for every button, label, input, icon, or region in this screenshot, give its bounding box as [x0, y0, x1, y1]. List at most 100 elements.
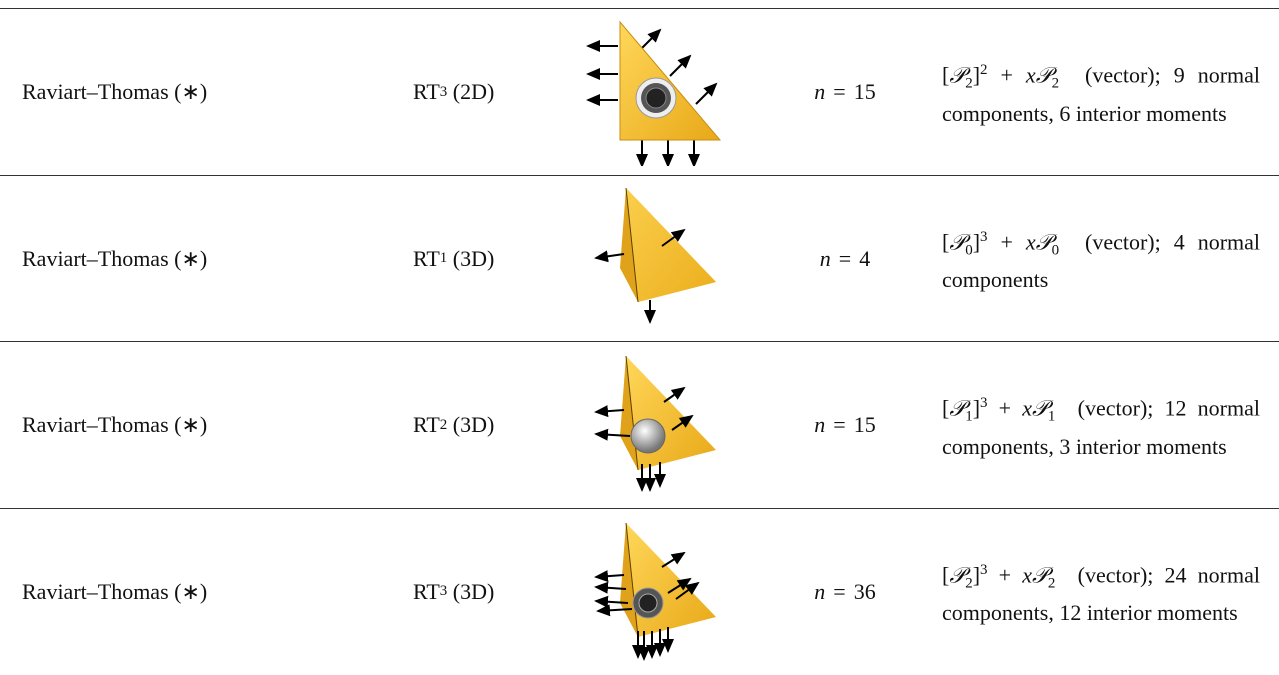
notation-cell: RT 3 (3D) [413, 509, 494, 675]
figure-shape [630, 418, 666, 454]
dofs-value: 36 [853, 578, 876, 604]
dofs-var: n [814, 79, 826, 104]
dofs-rel: = [833, 79, 846, 104]
space-close: ] [972, 561, 981, 587]
space-plus: + [998, 395, 1012, 421]
notation-dim: (3D) [452, 578, 495, 604]
element-figure [594, 522, 716, 661]
description-text: (vector); 12 normal components, 3 interi… [942, 395, 1260, 459]
dofs-value: 4 [859, 245, 871, 271]
element-figure [594, 355, 716, 492]
space-sub2: 0 [1051, 242, 1060, 259]
space-open: [ [942, 395, 950, 421]
table-row: Raviart–Thomas (∗) RT 1 (3D) n = 4 [𝒫0]3 + x𝒫0… [0, 174, 1279, 342]
figure-shape [594, 228, 686, 324]
space-sub: 0 [965, 242, 973, 259]
notation-sub: 2 [439, 416, 448, 433]
space-close: ] [972, 62, 981, 88]
element-cell: Raviart–Thomas (∗) [22, 9, 207, 175]
element-name: Raviart–Thomas (∗) [22, 79, 208, 104]
space-sub2: 2 [1047, 575, 1056, 592]
space-poly2: 𝒫 [1035, 228, 1052, 254]
notation-base: RT [413, 578, 440, 604]
notation-sub: 1 [439, 250, 448, 266]
space-power: 3 [980, 228, 988, 245]
notation-sub: 3 [439, 83, 448, 100]
figure-shape [667, 577, 692, 594]
dofs-rel: = [838, 245, 852, 271]
table-row: Raviart–Thomas (∗) RT 3 (3D) n = 36 [𝒫2]3 + x𝒫… [0, 507, 1279, 675]
figure-shape [638, 593, 658, 613]
space-x: x [1025, 62, 1036, 88]
figure-shape [594, 551, 700, 661]
table-row: Raviart–Thomas (∗) RT 3 (2D) n = 15 [𝒫2]2 + x𝒫… [0, 8, 1279, 175]
space-open: [ [942, 561, 950, 587]
description: [𝒫2]3 + x𝒫2 (vector); 24 normal componen… [942, 555, 1260, 629]
dofs-var: n [819, 245, 831, 271]
figure-shape [626, 188, 716, 302]
figure-shape [675, 581, 700, 600]
figure-shape [594, 570, 625, 583]
element-cell: Raviart–Thomas (∗) [22, 342, 207, 508]
notation-base: RT [413, 245, 440, 271]
figure-shape [594, 386, 694, 492]
notation-base: RT [413, 79, 440, 104]
dofs-value: 15 [853, 79, 876, 104]
dofs-cell: n = 15 [790, 342, 900, 508]
space-poly: 𝒫 [949, 228, 966, 254]
element-name: Raviart–Thomas (∗) [22, 245, 208, 271]
figure-shape [594, 428, 631, 441]
space-sub: 2 [965, 75, 973, 92]
space-plus: + [1000, 228, 1013, 254]
element-name: Raviart–Thomas (∗) [22, 412, 208, 437]
element-cell: Raviart–Thomas (∗) [22, 176, 207, 342]
description-cell: [𝒫2]2 + x𝒫2 (vector); 9 normal component… [942, 9, 1260, 175]
notation-base: RT [413, 412, 440, 437]
notation-dim: (3D) [452, 245, 495, 271]
description: [𝒫0]3 + x𝒫0 (vector); 4 normal component… [942, 222, 1260, 296]
space-sub: 2 [965, 575, 973, 592]
space-close: ] [972, 395, 981, 421]
figure-shape [594, 595, 629, 608]
space-open: [ [942, 228, 950, 254]
space-x: x [1022, 561, 1032, 587]
space-plus: + [998, 561, 1012, 587]
element-figure [594, 187, 716, 324]
figure-shape [661, 551, 686, 568]
notation-cell: RT 3 (2D) [413, 9, 494, 175]
figure-shape [620, 188, 638, 302]
space-poly: 𝒫 [949, 395, 966, 421]
figure-shape [645, 87, 667, 109]
figure-shape [661, 228, 686, 247]
element-name: Raviart–Thomas (∗) [22, 578, 208, 604]
description: [𝒫2]2 + x𝒫2 (vector); 9 normal component… [942, 55, 1260, 129]
dofs-var: n [814, 578, 826, 604]
dofs-cell: n = 4 [790, 176, 900, 342]
figure-shape [669, 54, 692, 77]
space-plus: + [1000, 62, 1013, 88]
dofs-var: n [814, 412, 826, 437]
description-cell: [𝒫1]3 + x𝒫1 (vector); 12 normal componen… [942, 342, 1260, 508]
notation-dim: (3D) [452, 412, 495, 437]
space-sub: 1 [965, 408, 973, 425]
space-x: x [1025, 228, 1036, 254]
table-row: Raviart–Thomas (∗) RT 2 (3D) n = 15 [𝒫1]3 + x𝒫… [0, 341, 1279, 508]
dofs-rel: = [833, 578, 846, 604]
notation-cell: RT 1 (3D) [413, 176, 494, 342]
notation-sub: 3 [439, 583, 448, 599]
space-poly: 𝒫 [949, 62, 966, 88]
figure-shape [625, 522, 639, 638]
description-text: (vector); 4 normal components [942, 228, 1261, 293]
space-power: 3 [980, 561, 988, 578]
space-open: [ [942, 62, 950, 88]
space-x: x [1022, 395, 1032, 421]
figure-shape [641, 28, 662, 49]
notation-dim: (2D) [452, 79, 495, 104]
space-sub2: 1 [1047, 408, 1056, 425]
space-poly2: 𝒫 [1032, 395, 1048, 421]
description-cell: [𝒫2]3 + x𝒫2 (vector); 24 normal componen… [942, 509, 1260, 675]
figure-shape [594, 581, 627, 594]
figure-shape [625, 187, 639, 303]
space-power: 3 [980, 395, 988, 412]
